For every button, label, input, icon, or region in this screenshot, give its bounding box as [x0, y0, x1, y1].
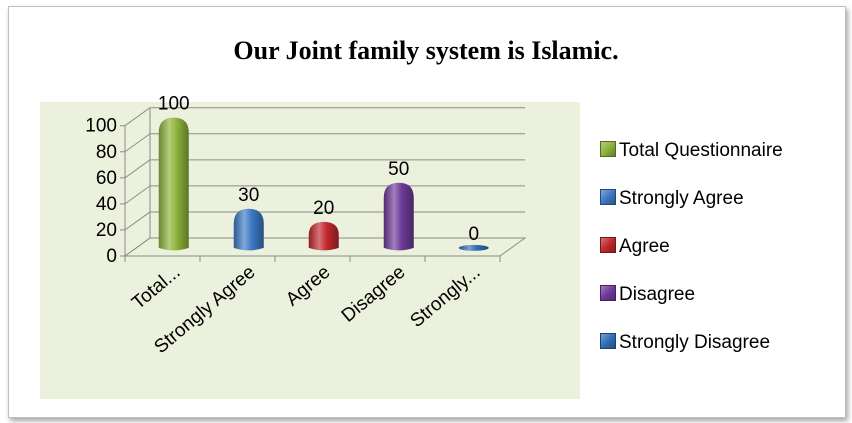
y-tick-label: 80	[96, 142, 117, 163]
y-tick-label: 60	[96, 168, 117, 189]
legend-label: Disagree	[619, 284, 696, 305]
bar	[383, 182, 414, 251]
legend-swatch	[600, 189, 616, 205]
bar	[458, 244, 489, 251]
gridline-side	[124, 133, 151, 153]
legend-swatch	[600, 333, 616, 349]
gridline-side	[124, 185, 151, 205]
y-tick-label: 40	[96, 194, 117, 215]
y-tick-label: 20	[96, 220, 117, 241]
gridline-side	[124, 107, 151, 127]
legend-item: Agree	[600, 236, 670, 258]
y-tick-label: 100	[85, 116, 117, 137]
plot-background	[40, 102, 580, 399]
data-label: 20	[313, 198, 334, 219]
data-label: 100	[158, 94, 190, 115]
legend-label: Strongly Disagree	[619, 332, 771, 353]
gridline-side	[124, 211, 151, 231]
gridline-side	[124, 159, 151, 179]
legend-item: Disagree	[600, 284, 695, 306]
legend-label: Total Questionnaire	[619, 140, 783, 161]
bar	[233, 208, 264, 251]
legend-item: Strongly Agree	[600, 188, 744, 210]
legend-item: Total Questionnaire	[600, 140, 783, 162]
legend-label: Strongly Agree	[619, 188, 744, 209]
legend-swatch	[600, 285, 616, 301]
bar	[308, 221, 339, 251]
legend-swatch	[600, 141, 616, 157]
y-tick-label: 0	[106, 246, 117, 267]
legend-item: Strongly Disagree	[600, 332, 770, 354]
chart-floor	[123, 237, 527, 257]
legend-label: Agree	[619, 236, 670, 257]
legend-swatch	[600, 237, 616, 253]
data-label: 50	[388, 159, 409, 180]
data-label: 30	[238, 185, 259, 206]
data-label: 0	[468, 224, 479, 245]
bar	[158, 117, 189, 251]
chart-title: Our Joint family system is Islamic.	[233, 36, 619, 65]
